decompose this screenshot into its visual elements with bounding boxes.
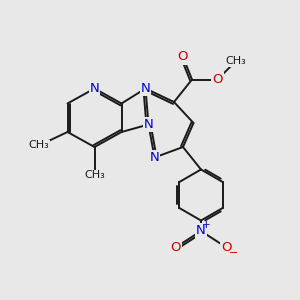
Text: N: N	[144, 118, 153, 131]
Text: −: −	[228, 248, 238, 258]
Text: CH₃: CH₃	[84, 170, 105, 181]
Text: N: N	[90, 82, 99, 95]
Text: N: N	[196, 224, 206, 238]
Text: O: O	[221, 241, 232, 254]
Text: O: O	[170, 241, 181, 254]
Text: CH₃: CH₃	[28, 140, 50, 151]
Text: N: N	[141, 82, 150, 95]
Text: +: +	[202, 220, 211, 230]
Text: CH₃: CH₃	[225, 56, 246, 67]
Text: N: N	[150, 151, 159, 164]
Text: O: O	[178, 50, 188, 64]
Text: O: O	[212, 73, 223, 86]
